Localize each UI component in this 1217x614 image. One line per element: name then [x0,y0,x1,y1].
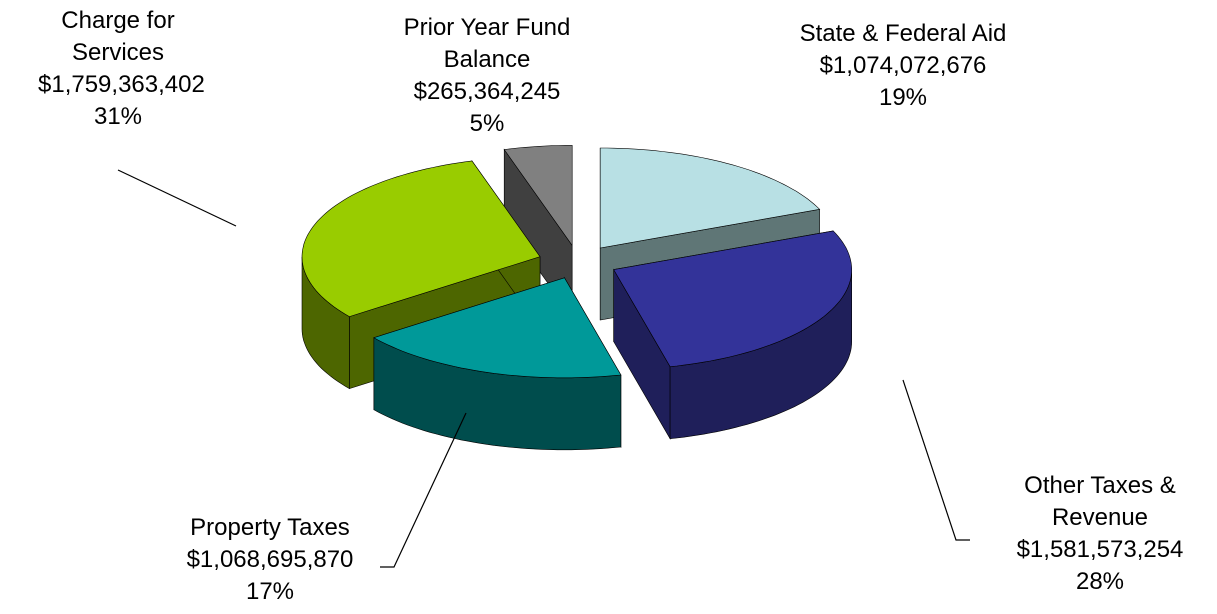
leader-line [117,169,237,227]
slice-name: Charge for Services [61,7,175,66]
pie-slice [301,160,541,317]
slice-amount: $265,364,245 [413,78,561,105]
slice-name: Property Taxes [190,514,350,541]
slice-percent: 5% [469,110,505,137]
slice-name: State & Federal Aid [799,20,1007,47]
pie-slice [373,277,622,379]
slices [301,145,852,451]
data-label: State & Federal Aid $1,074,072,676 19% [783,18,1023,114]
slice-percent: 31% [93,103,143,130]
data-label: Property Taxes $1,068,695,870 17% [150,512,390,608]
leader-line [380,412,467,568]
slice-percent: 17% [245,578,295,605]
data-label: Prior Year Fund Balance $265,364,245 5% [367,12,607,140]
pie-slice [503,145,573,247]
slice-amount: $1,074,072,676 [819,52,987,79]
slice-percent: 28% [1075,568,1125,595]
slice-amount: $1,581,573,254 [1016,536,1184,563]
pie-slice [599,147,821,249]
pie-slice [613,230,852,368]
data-label: Other Taxes & Revenue $1,581,573,254 28% [990,470,1210,598]
slice-amount: $1,759,363,402 [38,71,205,98]
slice-name: Other Taxes & Revenue [1024,472,1176,531]
slice-amount: $1,068,695,870 [186,546,354,573]
data-label: Charge for Services $1,759,363,402 31% [38,5,205,133]
slice-percent: 19% [878,84,928,111]
slice-name: Prior Year Fund Balance [403,14,571,73]
leader-line [902,379,970,541]
